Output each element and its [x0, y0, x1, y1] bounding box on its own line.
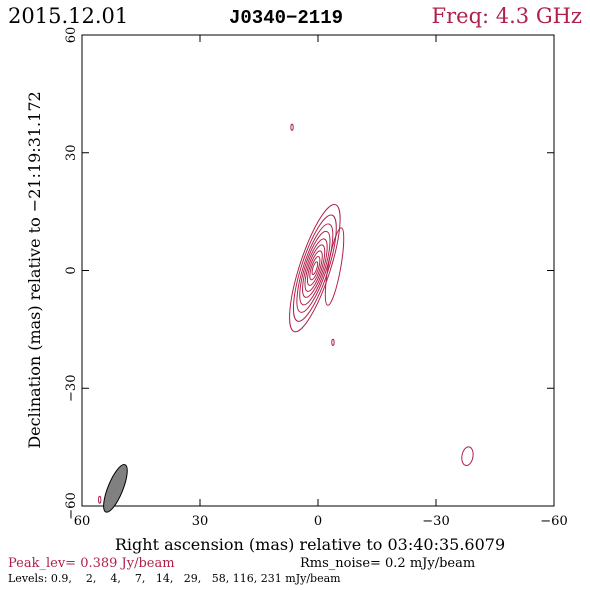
y-tick-label: −60	[64, 492, 79, 519]
contour-level	[302, 238, 328, 298]
contour-level	[292, 214, 337, 322]
contour-minor	[461, 446, 474, 466]
contour-level	[289, 204, 341, 333]
y-axis-label: Declination (mas) relative to −21:19:31.…	[25, 91, 44, 448]
contour-level	[306, 250, 323, 286]
x-tick-label: 30	[192, 514, 209, 529]
contour-levels: Levels: 0.9, 2, 4, 7, 14, 29, 58, 116, 2…	[8, 572, 341, 585]
observation-date: 2015.12.01	[8, 4, 128, 28]
contour-minor	[290, 123, 294, 131]
beam-shape	[103, 464, 128, 513]
y-tick-label: 0	[64, 266, 79, 274]
x-tick-label: 0	[314, 514, 322, 529]
contour-level	[311, 261, 319, 276]
contour-level	[309, 256, 321, 281]
frequency-label: Freq: 4.3 GHz	[432, 4, 582, 28]
x-tick-label: −30	[422, 514, 449, 529]
contour-minor	[331, 338, 335, 346]
peak-level: Peak_lev= 0.389 Jy/beam	[8, 556, 175, 571]
x-axis-label: Right ascension (mas) relative to 03:40:…	[115, 535, 505, 554]
contour-level	[296, 223, 334, 313]
x-tick-label: 60	[74, 514, 91, 529]
x-tick-label: −60	[540, 514, 567, 529]
x-tick-labels: 60 30 0 −30 −60	[74, 514, 568, 529]
y-tick-label: 60	[64, 27, 79, 44]
contour-set	[98, 123, 474, 504]
contour-level	[299, 230, 331, 306]
y-tick-label: 30	[64, 144, 79, 161]
y-tick-label: −30	[64, 375, 79, 402]
rms-noise: Rms_noise= 0.2 mJy/beam	[300, 556, 475, 571]
axis-ticks	[81, 34, 555, 507]
beam-ellipse	[103, 464, 128, 513]
source-name: J0340−2119	[229, 7, 343, 29]
y-tick-labels: −60 −30 0 30 60	[64, 27, 79, 520]
contour-extension	[324, 227, 345, 306]
contour-minor	[98, 495, 102, 504]
contour-level	[304, 244, 326, 292]
